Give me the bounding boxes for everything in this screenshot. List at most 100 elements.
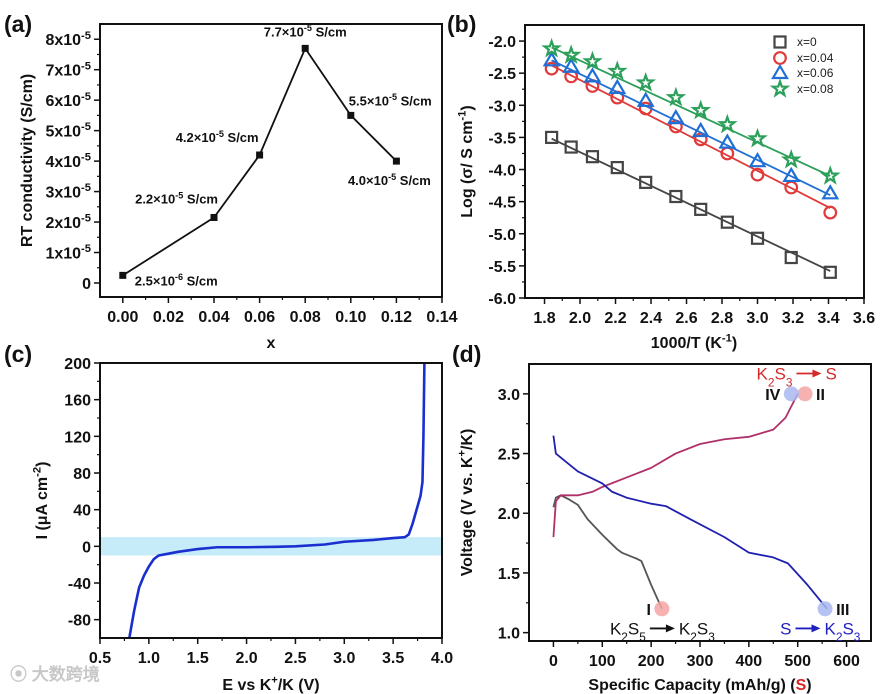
x-tick-label: 3.2 bbox=[782, 310, 804, 327]
data-label: 4.2×10-5 S/cm bbox=[176, 129, 259, 145]
y-tick-label: -2.0 bbox=[488, 34, 516, 51]
x-tick-label: 0.14 bbox=[426, 309, 457, 326]
data-point bbox=[256, 151, 264, 159]
x-tick-label: 2.0 bbox=[569, 310, 591, 327]
data-point-star bbox=[747, 127, 768, 148]
data-point-triangle bbox=[666, 108, 685, 125]
data-point bbox=[301, 44, 309, 52]
x-tick-label: 300 bbox=[687, 653, 714, 670]
y-tick-label: 2x10-5​ bbox=[45, 213, 91, 232]
x-axis-label: E vs K+/K (V) bbox=[222, 675, 319, 694]
x-tick-label: 0.5 bbox=[89, 650, 111, 667]
x-tick-label: 2.4 bbox=[640, 310, 662, 327]
x-tick-label: 1.0 bbox=[138, 650, 160, 667]
data-point-square bbox=[585, 150, 600, 164]
y-tick-label: -6.0 bbox=[488, 291, 516, 308]
data-point-square bbox=[669, 189, 683, 204]
data-point-triangle bbox=[782, 166, 801, 183]
y-tick-label: -4.5 bbox=[488, 195, 516, 212]
data-point-triangle bbox=[542, 51, 561, 67]
data-point-star bbox=[780, 149, 802, 169]
watermark: ⦿ 大数跨境 bbox=[10, 664, 100, 684]
arrowhead-icon bbox=[665, 624, 675, 633]
data-point-triangle bbox=[771, 63, 789, 80]
data-point-triangle bbox=[691, 121, 710, 138]
x-tick-label: 3.0 bbox=[746, 310, 768, 327]
y-tick-label: 1x10-5​ bbox=[45, 243, 91, 262]
panel-label: (a) bbox=[4, 11, 32, 37]
data-point-star bbox=[582, 50, 603, 71]
plot-frame bbox=[524, 24, 865, 299]
y-tick-label: 160 bbox=[64, 393, 91, 410]
panel-a bbox=[94, 23, 443, 303]
data-point-triangle bbox=[562, 57, 581, 73]
x-tick-label: 4.0 bbox=[431, 650, 453, 667]
y-tick-label: -3.0 bbox=[488, 98, 516, 115]
state-marker bbox=[654, 601, 670, 617]
y-axis-label: RT conductivity (S/cm) bbox=[19, 74, 36, 247]
y-tick-label: 120 bbox=[64, 429, 91, 446]
y-tick-label: 4x10-5​ bbox=[45, 152, 91, 171]
panel-d bbox=[523, 363, 872, 647]
data-point-star bbox=[769, 78, 791, 98]
data-point-square bbox=[545, 130, 559, 145]
data-point bbox=[119, 271, 127, 279]
state-label: III bbox=[836, 602, 849, 619]
data-point-square bbox=[784, 250, 798, 265]
y-tick-label: 40 bbox=[73, 503, 91, 520]
data-point-square bbox=[773, 35, 787, 49]
curve-second-discharge bbox=[552, 435, 828, 610]
x-tick-label: 3.5 bbox=[382, 650, 404, 667]
x-tick-label: 2.8 bbox=[711, 310, 733, 327]
arrowhead-icon bbox=[811, 624, 821, 633]
x-tick-label: 0.06 bbox=[244, 309, 275, 326]
y-tick-label: 5x10-5​ bbox=[45, 121, 91, 140]
x-tick-label: 2.6 bbox=[675, 310, 697, 327]
data-point-star bbox=[560, 44, 582, 64]
state-marker bbox=[797, 386, 813, 402]
y-axis-label: Voltage (V vs. K+/K) bbox=[457, 429, 476, 577]
data-point-triangle bbox=[583, 67, 602, 83]
x-tick-label: 0.12 bbox=[381, 309, 412, 326]
state-label: IV bbox=[765, 387, 780, 404]
x-axis-label: Specific Capacity (mAh/g) (S) bbox=[588, 677, 811, 694]
series-line bbox=[122, 47, 398, 277]
x-tick-label: 400 bbox=[736, 653, 763, 670]
panel-label: (d) bbox=[452, 341, 481, 367]
state-marker bbox=[783, 386, 799, 402]
current-curve bbox=[128, 362, 426, 639]
panel-b bbox=[519, 24, 865, 304]
y-tick-label: 1.5 bbox=[498, 566, 520, 583]
data-label: 7.7×10-5 S/cm bbox=[264, 23, 347, 39]
y-tick-label: 0 bbox=[82, 276, 91, 293]
x-tick-label: 0.02 bbox=[153, 309, 184, 326]
y-tick-label: -2.5 bbox=[488, 66, 516, 83]
x-tick-label: 0.10 bbox=[335, 309, 366, 326]
x-tick-label: 1.5 bbox=[187, 650, 209, 667]
data-point-triangle bbox=[821, 184, 840, 200]
reaction-from: K2S3​ bbox=[757, 365, 793, 390]
x-tick-label: 0 bbox=[549, 653, 558, 670]
y-tick-label: 80 bbox=[73, 466, 91, 483]
state-marker bbox=[817, 601, 833, 617]
x-tick-label: 3.0 bbox=[333, 650, 355, 667]
y-tick-label: -5.5 bbox=[488, 259, 516, 276]
reaction-from: K2S5​ bbox=[610, 619, 646, 644]
data-point-star bbox=[717, 113, 738, 134]
data-point-square bbox=[720, 215, 734, 229]
y-tick-label: 8x10-5​ bbox=[45, 30, 91, 49]
data-point-circle bbox=[823, 205, 838, 220]
y-tick-label: -5.0 bbox=[488, 227, 516, 244]
plot-frame bbox=[99, 23, 443, 298]
data-point bbox=[347, 111, 355, 119]
y-tick-label: -4.0 bbox=[488, 163, 516, 180]
data-label: 4.0×10-5 S/cm bbox=[348, 172, 431, 188]
x-tick-label: 600 bbox=[833, 653, 860, 670]
y-tick-label: -80 bbox=[68, 613, 91, 630]
data-point bbox=[392, 157, 400, 165]
data-point-triangle bbox=[718, 133, 737, 149]
x-tick-label: 100 bbox=[589, 653, 616, 670]
x-tick-label: 2.5 bbox=[284, 650, 306, 667]
y-tick-label: 1.0 bbox=[498, 626, 520, 643]
panel-label: (c) bbox=[4, 341, 32, 367]
